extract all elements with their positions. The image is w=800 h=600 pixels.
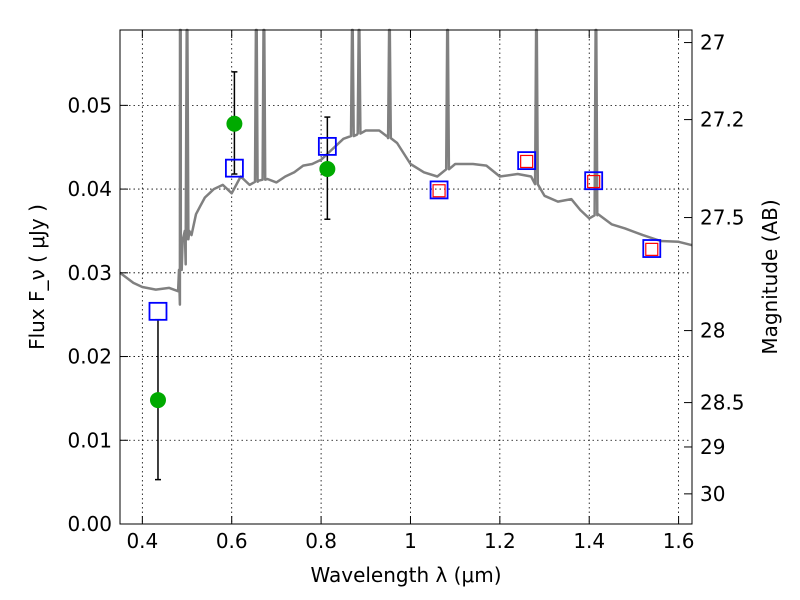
x-tick-label: 0.4 [126, 529, 158, 553]
x-tick-label: 0.6 [216, 529, 248, 553]
x-tick-label: 1.6 [663, 529, 695, 553]
y-axis-right-label: Magnitude (AB) [758, 199, 782, 354]
model-band-marker [148, 301, 168, 321]
plot-frame [119, 29, 693, 525]
y-tick-label: 0.01 [67, 428, 112, 452]
spectrum-line [119, 28, 693, 306]
model-band-marker [429, 180, 449, 200]
model-band-marker [224, 158, 244, 178]
model-band-marker [317, 136, 337, 156]
model-band-inner-marker [520, 154, 534, 169]
model-band-inner-marker [645, 242, 659, 256]
plot-background [120, 30, 692, 524]
y-right-tick-label: 28.5 [700, 391, 745, 415]
y-right-tick-label: 28 [700, 319, 725, 343]
y-axis-label: Flux F_ν ( μJy ) [25, 204, 49, 350]
observed-point [319, 160, 336, 177]
x-tick-label: 1.4 [573, 529, 605, 553]
x-axis-label: Wavelength λ (μm) [310, 563, 501, 587]
y-tick-label: 0.00 [67, 512, 112, 536]
y-right-tick-label: 27 [700, 31, 725, 55]
y-tick-label: 0.02 [67, 345, 112, 369]
model-band-inner-marker [432, 184, 446, 198]
model-band-marker [517, 151, 537, 171]
y-axis-right: 27 27.2 27.5 28 28.5 29 30 [684, 31, 745, 506]
x-tick-label: 0.8 [305, 529, 337, 553]
observed-point [149, 392, 166, 409]
model-band-inner-marker [587, 174, 601, 189]
y-right-tick-label: 27.5 [700, 206, 745, 230]
x-tick-label: 1 [404, 529, 417, 553]
x-tick-label: 1.2 [484, 529, 516, 553]
x-axis: 0.4 0.6 0.8 1 1.2 1.4 1.6 [126, 30, 695, 553]
model-band-marker [642, 239, 662, 258]
y-right-tick-label: 27.2 [700, 108, 745, 132]
model-band-marker [584, 171, 604, 191]
markers [148, 115, 662, 409]
spectrum [119, 28, 693, 306]
observed-point [226, 115, 243, 132]
y-right-tick-label: 30 [700, 482, 725, 506]
y-axis: 0.00 0.01 0.02 0.03 0.04 0.05 [67, 93, 128, 536]
y-tick-label: 0.05 [67, 93, 112, 117]
y-tick-label: 0.04 [67, 177, 112, 201]
y-right-tick-label: 29 [700, 435, 725, 459]
y-tick-label: 0.03 [67, 261, 112, 285]
